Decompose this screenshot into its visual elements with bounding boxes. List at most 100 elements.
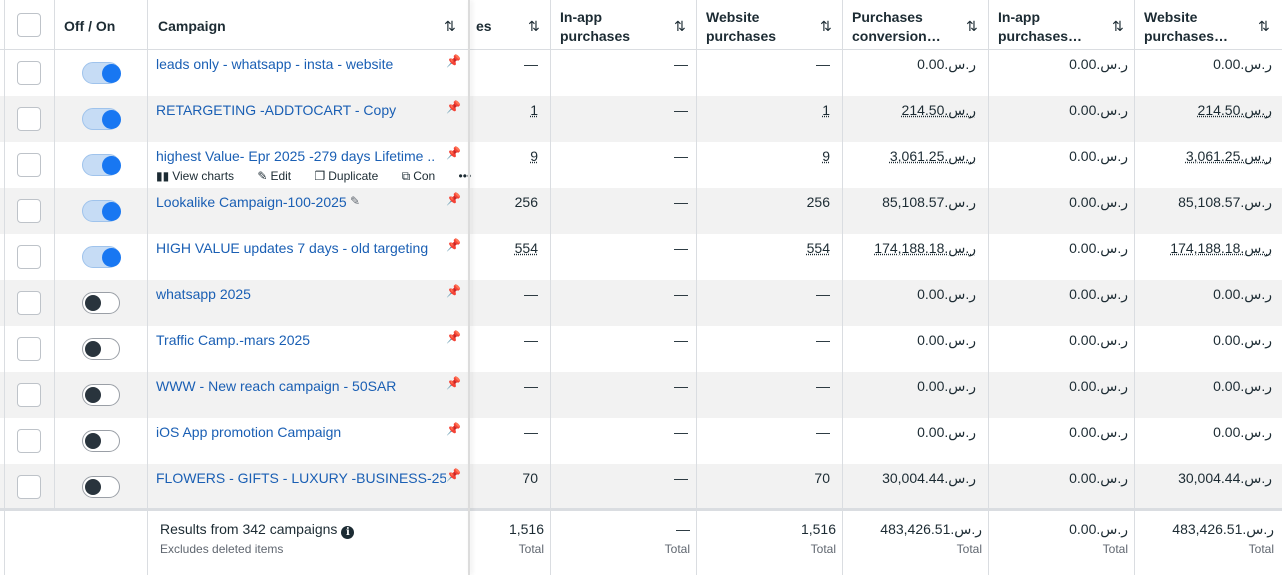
header-website-purchases[interactable]: Website purchases ⇅ (696, 0, 842, 50)
sort-icon[interactable]: ⇅ (1112, 18, 1124, 34)
header-line-1: Website (1144, 9, 1198, 25)
row-checkbox[interactable] (17, 107, 41, 131)
table-row[interactable]: HIGH VALUE updates 7 days - old targetin… (0, 234, 1282, 280)
info-icon[interactable]: i (341, 526, 355, 539)
pin-icon[interactable]: 📌 (446, 54, 461, 68)
view-charts-action[interactable]: ▮▮ View charts (156, 169, 244, 183)
campaign-toggle[interactable] (82, 154, 121, 176)
total-label: Total (1248, 542, 1274, 556)
pin-icon[interactable]: 📌 (446, 146, 461, 160)
sort-icon[interactable]: ⇅ (674, 18, 686, 34)
header-website-purchases-value[interactable]: Website purchases… ⇅ (1134, 0, 1282, 50)
row-checkbox[interactable] (17, 245, 41, 269)
campaign-toggle[interactable] (82, 476, 120, 498)
table-row[interactable]: whatsapp 2025 📌 — — — 0.00.ر.س 0.00.ر.س 0.00.ر.… (0, 280, 1282, 326)
pin-icon[interactable]: 📌 (446, 468, 461, 482)
inapp-purchases-cell: — (674, 102, 688, 118)
purchases-cell: 554 (514, 240, 538, 256)
table-row[interactable]: FLOWERS - GIFTS - LUXURY -BUSINESS-250 📌 7… (0, 464, 1282, 510)
sort-icon[interactable]: ⇅ (528, 18, 540, 34)
table-row[interactable]: WWW - New reach campaign - 50SAR 📌 — — — 0.00… (0, 372, 1282, 418)
table-row[interactable]: highest Value- Epr 2025 -279 days Lifeti… (0, 142, 1282, 188)
table-row[interactable]: leads only - whatsapp - insta - website 📌… (0, 50, 1282, 96)
campaign-name-link[interactable]: Lookalike Campaign-100-2025 (156, 194, 347, 210)
select-all-checkbox[interactable] (17, 13, 41, 37)
table-header: Off / On Campaign ⇅ es ⇅ In-app purchases… (0, 0, 1282, 50)
column-divider (147, 0, 148, 575)
campaign-toggle[interactable] (82, 338, 120, 360)
total-label: Total (1102, 542, 1128, 556)
pin-icon[interactable]: 📌 (446, 422, 461, 436)
row-checkbox[interactable] (17, 475, 41, 499)
duplicate-icon: ❐ (314, 169, 326, 183)
campaign-toggle[interactable] (82, 292, 120, 314)
toggle-knob (102, 64, 121, 83)
inapp-purchases-cell: — (674, 194, 688, 210)
campaign-name-link[interactable]: WWW - New reach campaign - 50SAR (156, 378, 397, 394)
header-campaign[interactable]: Campaign ⇅ (148, 0, 468, 50)
total-inapp-value: 0.00.ر.س (1069, 521, 1128, 537)
compare-icon: ⧉ (401, 169, 411, 183)
purchases-cell: — (524, 286, 538, 302)
header-inapp-purchases-value[interactable]: In-app purchases… ⇅ (988, 0, 1134, 50)
duplicate-action[interactable]: ❐ Duplicate (314, 169, 388, 183)
inapp-purchases-cell: — (674, 470, 688, 486)
column-divider (842, 0, 843, 575)
campaign-toggle[interactable] (82, 200, 121, 222)
row-checkbox[interactable] (17, 153, 41, 177)
sort-icon[interactable]: ⇅ (444, 18, 456, 34)
table-row[interactable]: Traffic Camp.-mars 2025 📌 — — — 0.00.ر.س 0.00.… (0, 326, 1282, 372)
header-line-1: Website (706, 9, 760, 25)
conversion-value-cell: 0.00.ر.س (917, 332, 976, 348)
campaign-name-link[interactable]: FLOWERS - GIFTS - LUXURY -BUSINESS-250 (156, 470, 446, 486)
table-row[interactable]: RETARGETING -ADDTOCART - Copy 📌 1 — 1 214.50.… (0, 96, 1282, 142)
conversion-value-cell: 0.00.ر.س (917, 378, 976, 394)
table-row[interactable]: Lookalike Campaign-100-2025 ✎ 📌 256 — 256 85,1… (0, 188, 1282, 234)
pin-icon[interactable]: 📌 (446, 192, 461, 206)
sort-icon[interactable]: ⇅ (1258, 18, 1270, 34)
campaign-name-link[interactable]: leads only - whatsapp - insta - website (156, 56, 394, 72)
pin-icon[interactable]: 📌 (446, 376, 461, 390)
campaign-toggle[interactable] (82, 108, 121, 130)
header-inapp-purchases[interactable]: In-app purchases ⇅ (550, 0, 696, 50)
row-checkbox[interactable] (17, 291, 41, 315)
compare-action[interactable]: ⧉ Con (402, 169, 446, 183)
campaign-name-link[interactable]: RETARGETING -ADDTOCART - Copy (156, 102, 397, 118)
campaign-name-link[interactable]: HIGH VALUE updates 7 days - old targetin… (156, 240, 429, 256)
row-checkbox[interactable] (17, 383, 41, 407)
campaign-name-link[interactable]: iOS App promotion Campaign (156, 424, 342, 440)
website-purchases-cell: — (816, 378, 830, 394)
pin-icon[interactable]: 📌 (446, 330, 461, 344)
campaign-name-link[interactable]: highest Value- Epr 2025 -279 days Lifeti… (156, 148, 436, 164)
header-off-on[interactable]: Off / On (54, 0, 148, 50)
campaign-toggle[interactable] (82, 384, 120, 406)
campaign-name-link[interactable]: Traffic Camp.-mars 2025 (156, 332, 311, 348)
row-checkbox[interactable] (17, 429, 41, 453)
pin-icon[interactable]: 📌 (446, 100, 461, 114)
header-line-2: conversion… (852, 28, 941, 44)
sort-icon[interactable]: ⇅ (820, 18, 832, 34)
website-value-cell: 85,108.57.ر.س (1178, 194, 1272, 210)
header-purchases-conversion-value[interactable]: Purchases conversion… ⇅ (842, 0, 988, 50)
row-checkbox[interactable] (17, 61, 41, 85)
campaign-toggle[interactable] (82, 62, 121, 84)
campaign-toggle[interactable] (82, 430, 120, 452)
campaign-toggle[interactable] (82, 246, 121, 268)
row-checkbox[interactable] (17, 337, 41, 361)
edit-action[interactable]: ✎ Edit (257, 169, 301, 183)
inapp-purchases-cell: — (674, 240, 688, 256)
campaign-name-link[interactable]: whatsapp 2025 (156, 286, 251, 302)
header-purchases[interactable]: es ⇅ (470, 0, 550, 50)
inapp-purchases-cell: — (674, 148, 688, 164)
row-checkbox[interactable] (17, 199, 41, 223)
inapp-purchases-cell: — (674, 286, 688, 302)
pin-icon[interactable]: 📌 (446, 284, 461, 298)
table-row[interactable]: iOS App promotion Campaign 📌 — — — 0.00.ر.س 0.… (0, 418, 1282, 464)
pin-icon[interactable]: 📌 (446, 238, 461, 252)
sort-icon[interactable]: ⇅ (966, 18, 978, 34)
edit-pencil-icon[interactable]: ✎ (350, 194, 361, 208)
purchases-cell: 9 (530, 148, 538, 164)
inapp-purchases-cell: — (674, 378, 688, 394)
website-value-cell: 174,188.18.ر.س (1170, 240, 1272, 256)
